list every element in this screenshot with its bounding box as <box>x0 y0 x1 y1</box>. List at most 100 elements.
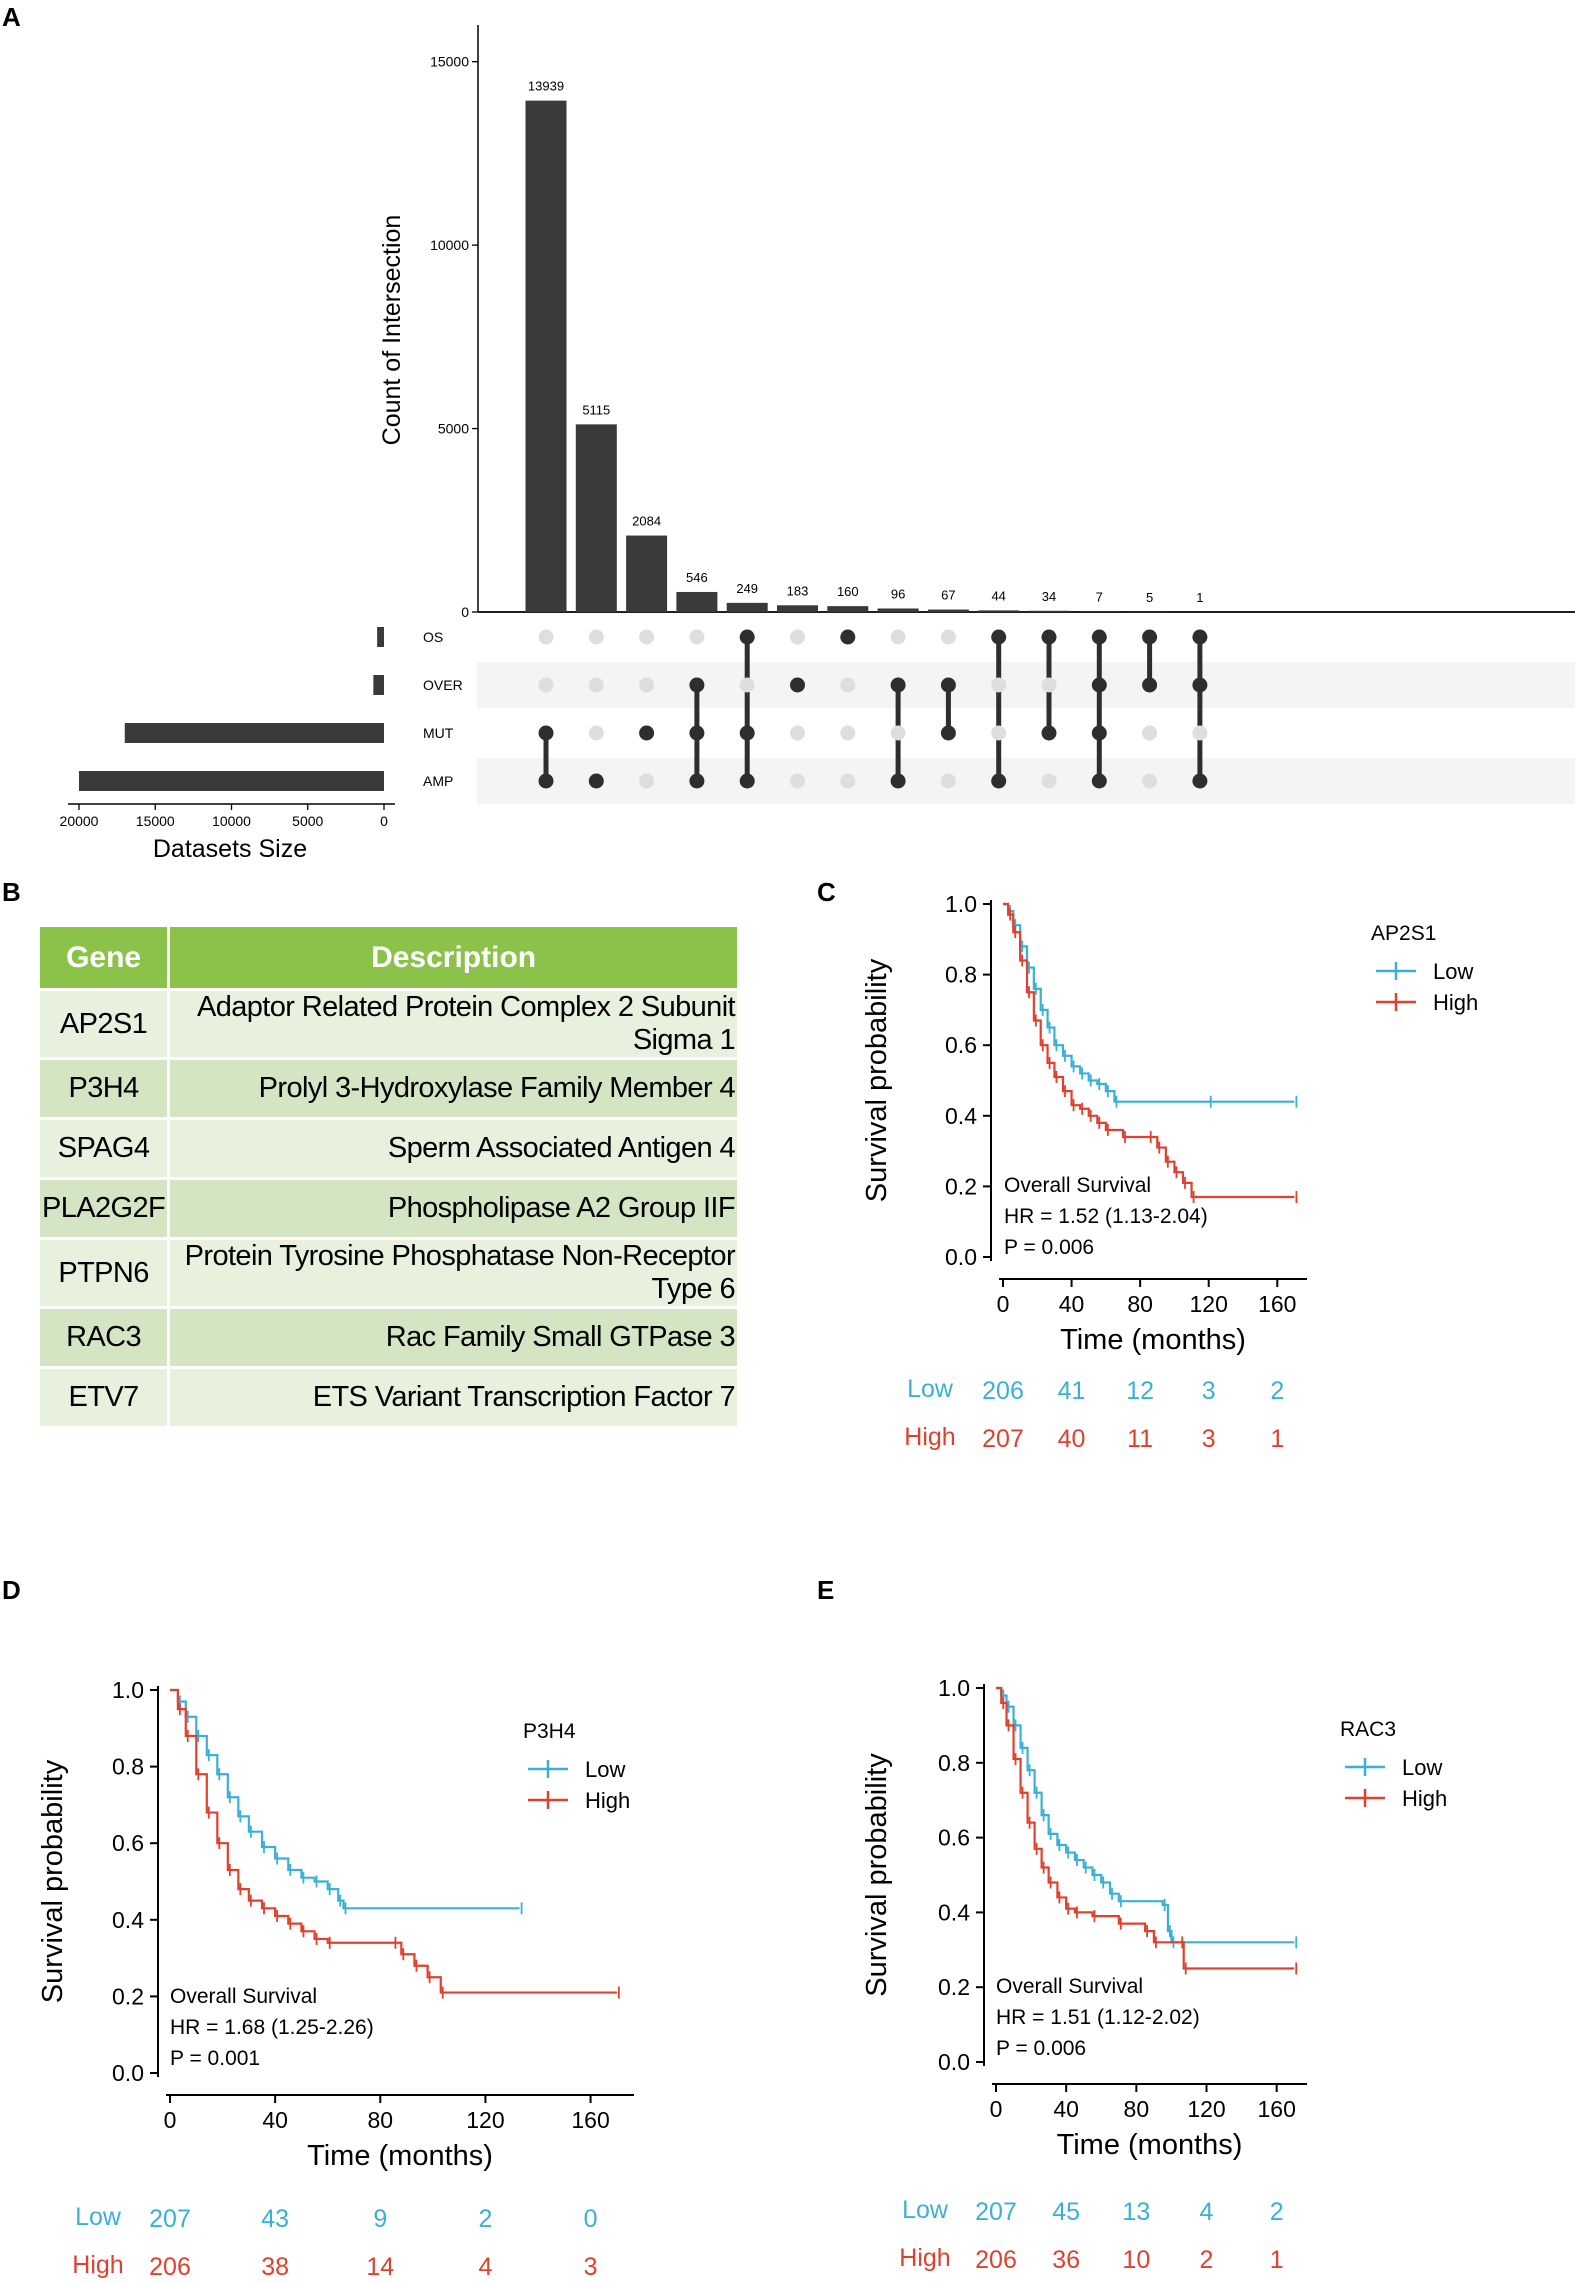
legend-label: High <box>585 1788 630 1813</box>
y-tick-label: 1.0 <box>938 1675 970 1701</box>
y-tick-label: 0.6 <box>112 1830 144 1856</box>
at-risk-count: 1 <box>1270 2246 1284 2274</box>
matrix-dot-inactive <box>790 725 805 741</box>
intersection-bar <box>827 606 869 612</box>
at-risk-count: 206 <box>975 2246 1017 2274</box>
at-risk-count: 207 <box>982 1425 1024 1453</box>
y-axis-title: Count of Intersection <box>378 215 406 446</box>
matrix-row-shade <box>477 662 1575 708</box>
set-name-label: OVER <box>423 677 463 693</box>
at-risk-count: 38 <box>261 2253 289 2281</box>
y-axis-title: Survival probability <box>37 1759 69 2003</box>
matrix-dot-active <box>1192 773 1208 789</box>
set-name-label: AMP <box>423 773 453 789</box>
bar-value-label: 5 <box>1146 590 1153 605</box>
x-tick-label: 0 <box>997 1291 1010 1317</box>
y-tick-label: 0.8 <box>112 1754 144 1780</box>
x-tick-label: 160 <box>1257 2096 1295 2122</box>
matrix-dot-active <box>739 629 755 645</box>
at-risk-group-label: High <box>899 2244 950 2272</box>
legend-title: P3H4 <box>523 1720 576 1743</box>
panel-label-e: E <box>817 1575 835 1605</box>
matrix-dot-active <box>1091 773 1107 789</box>
x-tick-label: 120 <box>466 2107 504 2133</box>
at-risk-count: 206 <box>149 2253 191 2281</box>
matrix-dot-inactive <box>1142 773 1158 789</box>
description-cell: Rac Family Small GTPase 3 <box>168 1306 737 1368</box>
matrix-dot-inactive <box>940 773 956 789</box>
matrix-dot-inactive <box>991 725 1007 741</box>
hazard-ratio-label: HR = 1.68 (1.25-2.26) <box>170 2016 374 2039</box>
table-row: SPAG4 Sperm Associated Antigen 4 <box>40 1117 737 1179</box>
at-risk-count: 3 <box>584 2253 598 2281</box>
at-risk-count: 2 <box>478 2205 492 2233</box>
matrix-dot-inactive <box>1192 725 1208 741</box>
set-name-label: MUT <box>423 725 454 741</box>
set-size-tick-label: 0 <box>380 813 388 829</box>
panel-label-b: B <box>2 877 21 907</box>
x-tick-label: 80 <box>1124 2096 1150 2122</box>
matrix-dot-active <box>1041 629 1057 645</box>
stats-title: Overall Survival <box>1004 1174 1151 1197</box>
stats-title: Overall Survival <box>996 1975 1143 1998</box>
set-size-bar <box>373 675 384 695</box>
at-risk-count: 1 <box>1270 1425 1284 1453</box>
matrix-dot-active <box>538 725 554 741</box>
y-tick-label: 1.0 <box>112 1677 144 1703</box>
bar-value-label: 2084 <box>632 514 661 529</box>
y-tick-label: 0 <box>461 604 469 620</box>
set-size-axis-title: Datasets Size <box>153 835 307 863</box>
set-size-tick-label: 10000 <box>212 813 251 829</box>
panel-label-a: A <box>2 2 21 32</box>
bar-value-label: 546 <box>686 570 708 585</box>
matrix-dot-inactive <box>1041 677 1057 693</box>
table-row: PLA2G2F Phospholipase A2 Group IIF <box>40 1177 737 1239</box>
matrix-dot-active <box>790 677 805 693</box>
at-risk-count: 12 <box>1126 1377 1154 1405</box>
x-tick-label: 160 <box>1258 1291 1296 1317</box>
x-tick-label: 40 <box>1053 2096 1079 2122</box>
matrix-dot-active <box>689 725 705 741</box>
p-value-label: P = 0.006 <box>1004 1236 1094 1259</box>
matrix-dot-inactive <box>840 773 856 789</box>
legend-label: High <box>1402 1786 1447 1811</box>
matrix-dot-active <box>739 725 755 741</box>
legend-label: Low <box>1402 1755 1442 1780</box>
legend-title: AP2S1 <box>1371 922 1436 945</box>
matrix-dot-active <box>1142 677 1158 693</box>
y-tick-label: 0.4 <box>938 1899 970 1925</box>
set-size-bar <box>79 771 384 791</box>
legend-title: RAC3 <box>1340 1718 1396 1741</box>
matrix-dot-inactive <box>588 677 604 693</box>
intersection-bar <box>1028 610 1070 612</box>
at-risk-count: 36 <box>1052 2246 1080 2274</box>
matrix-dot-active <box>890 677 906 693</box>
y-tick-label: 0.6 <box>945 1032 977 1058</box>
matrix-dot-inactive <box>840 725 856 741</box>
intersection-bar <box>676 591 718 612</box>
matrix-dot-inactive <box>739 677 755 693</box>
survival-curve-high <box>996 1686 1295 1970</box>
survival-curve-low <box>170 1688 520 1910</box>
at-risk-group-label: Low <box>75 2203 122 2231</box>
legend-label: High <box>1433 990 1478 1015</box>
intersection-bar <box>626 535 668 612</box>
matrix-dot-inactive <box>840 677 856 693</box>
bar-value-label: 67 <box>941 588 955 603</box>
y-tick-label: 0.8 <box>938 1750 970 1776</box>
at-risk-count: 13 <box>1122 2198 1150 2226</box>
gene-cell: AP2S1 <box>40 988 171 1059</box>
y-tick-label: 0.0 <box>938 2049 970 2075</box>
table-row: P3H4 Prolyl 3-Hydroxylase Family Member … <box>40 1057 737 1119</box>
matrix-dot-inactive <box>639 677 655 693</box>
description-cell: Prolyl 3-Hydroxylase Family Member 4 <box>168 1057 737 1119</box>
survival-curve-high <box>1003 902 1295 1199</box>
at-risk-group-label: High <box>904 1423 955 1451</box>
stats-title: Overall Survival <box>170 1985 317 2008</box>
matrix-dot-inactive <box>588 629 604 645</box>
x-axis-title: Time (months) <box>307 2140 493 2172</box>
at-risk-count: 207 <box>975 2198 1017 2226</box>
table-header-row: Gene Description <box>40 927 737 990</box>
legend-label: Low <box>1433 959 1473 984</box>
set-size-bar <box>377 627 384 647</box>
